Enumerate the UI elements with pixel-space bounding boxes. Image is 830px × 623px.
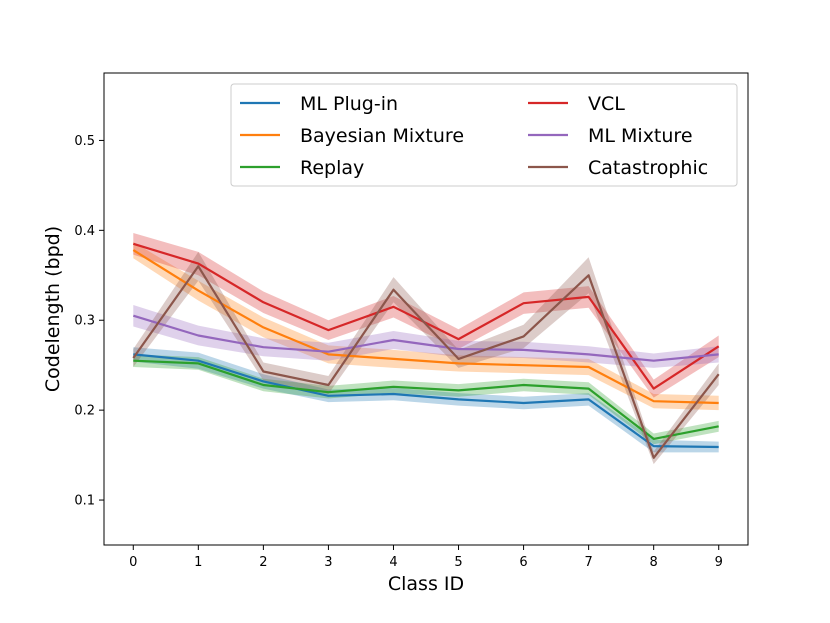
x-tick-label: 5 bbox=[454, 555, 462, 570]
line-replay bbox=[133, 359, 719, 440]
x-tick-label: 9 bbox=[715, 555, 723, 570]
band-vcl bbox=[133, 233, 719, 398]
legend-box bbox=[230, 83, 738, 187]
x-tick-label: 7 bbox=[584, 555, 592, 570]
legend-label-ml-plug-in: ML Plug-in bbox=[300, 93, 398, 115]
legend-label-bayesian-mixture: Bayesian Mixture bbox=[300, 125, 464, 147]
line-ml-mixture bbox=[132, 314, 719, 362]
y-tick-label: 0.5 bbox=[74, 134, 95, 149]
band-catastrophic bbox=[133, 251, 719, 465]
x-tick-label: 3 bbox=[324, 555, 332, 570]
x-tick-label: 6 bbox=[519, 555, 527, 570]
x-tick-label: 2 bbox=[259, 555, 267, 570]
legend-label-ml-mixture: ML Mixture bbox=[588, 125, 693, 147]
y-axis-label: Codelength (bpd) bbox=[42, 226, 64, 392]
legend: ML Plug-in Bayesian Mixture Replay VCL ML Mi… bbox=[230, 83, 738, 187]
legend-label-catastrophic: Catastrophic bbox=[588, 157, 708, 179]
y-axis: 0.1 0.2 0.3 0.4 0.5 bbox=[74, 134, 104, 509]
plot-frame bbox=[103, 72, 749, 546]
x-axis-label: Class ID bbox=[388, 573, 464, 595]
line-catastrophic bbox=[132, 265, 720, 459]
x-tick-label: 8 bbox=[650, 555, 658, 570]
y-tick-label: 0.4 bbox=[74, 224, 95, 239]
y-tick-label: 0.3 bbox=[74, 314, 95, 329]
line-bayesian-mixture bbox=[132, 249, 719, 405]
band-ml-plug-in bbox=[133, 347, 719, 453]
y-tick-label: 0.2 bbox=[74, 404, 95, 419]
x-tick-label: 4 bbox=[389, 555, 397, 570]
series-lines bbox=[132, 242, 720, 459]
band-bayesian-mixture bbox=[133, 242, 719, 411]
line-ml-plug-in bbox=[133, 353, 719, 449]
legend-label-vcl: VCL bbox=[588, 93, 625, 115]
x-tick-label: 1 bbox=[194, 555, 202, 570]
legend-label-replay: Replay bbox=[300, 157, 364, 179]
x-tick-label: 0 bbox=[129, 555, 137, 570]
x-axis: 0 1 2 3 4 5 6 7 8 9 bbox=[129, 545, 723, 570]
y-tick-label: 0.1 bbox=[74, 494, 95, 509]
